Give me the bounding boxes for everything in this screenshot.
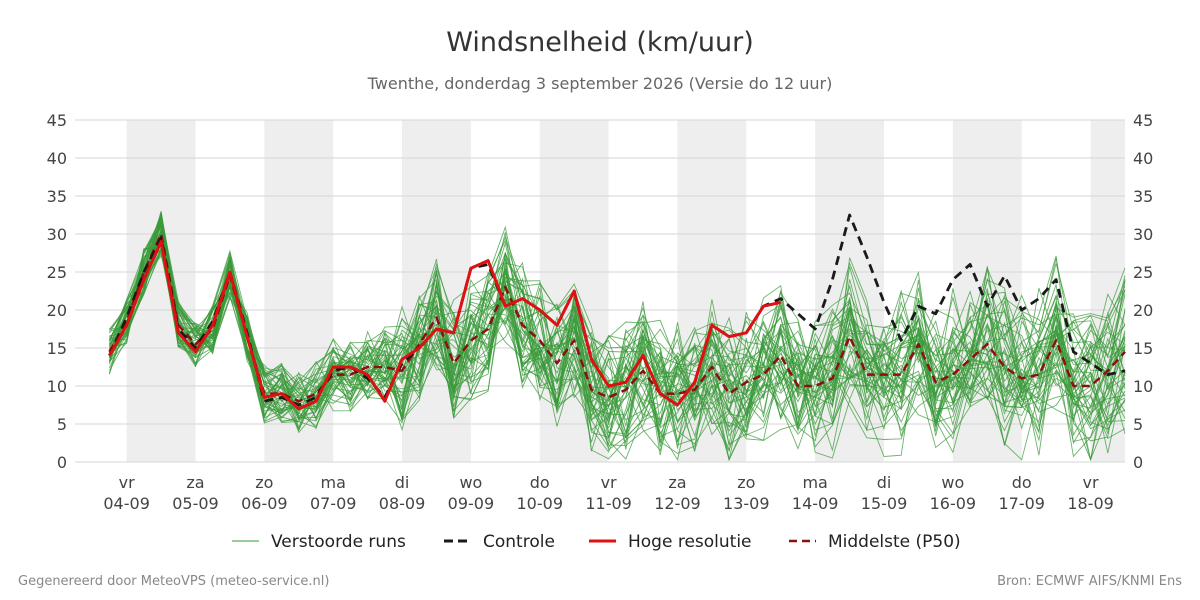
ensemble-run-33: [109, 218, 1126, 440]
ensemble-runs: [108, 210, 1126, 462]
x-tick-date-10: 14-09: [792, 494, 839, 513]
x-tick-day-7: vr: [601, 473, 617, 492]
y-tick-left-0: 0: [57, 453, 67, 472]
x-tick-date-12: 16-09: [930, 494, 977, 513]
chart-subtitle: Twenthe, donderdag 3 september 2026 (Ver…: [367, 74, 833, 93]
ensemble-run-31: [109, 225, 1126, 444]
x-tick-date-3: 07-09: [310, 494, 357, 513]
x-tick-date-5: 09-09: [448, 494, 495, 513]
y-tick-right-35: 35: [1133, 187, 1153, 206]
y-tick-left-30: 30: [47, 225, 67, 244]
y-tick-right-10: 10: [1133, 377, 1153, 396]
ensemble-run-20: [109, 216, 1126, 418]
x-tick-date-0: 04-09: [103, 494, 150, 513]
ensemble-run-37: [109, 223, 1126, 449]
x-tick-date-14: 18-09: [1067, 494, 1114, 513]
y-tick-left-45: 45: [47, 111, 67, 130]
series-controle: [108, 213, 1126, 407]
ensemble-run-35: [109, 229, 1126, 439]
x-tick-date-9: 13-09: [723, 494, 770, 513]
y-tick-left-10: 10: [47, 377, 67, 396]
ensemble-run-18: [108, 227, 1126, 442]
y-tick-right-5: 5: [1133, 415, 1143, 434]
y-tick-right-45: 45: [1133, 111, 1153, 130]
x-tick-labels: vr 04-09 za 05-09 zo 06-09 ma 07-09 di 08-09 wo 09-…: [103, 473, 1113, 513]
x-tick-date-6: 10-09: [517, 494, 564, 513]
x-tick-date-7: 11-09: [585, 494, 632, 513]
legend-label-3: Middelste (P50): [828, 532, 961, 552]
legend: Verstoorde runs Controle Hoge resolutie Mid…: [232, 532, 961, 552]
y-tick-right-40: 40: [1133, 149, 1153, 168]
ensemble-run-34: [109, 247, 1126, 420]
main-series: [108, 213, 1126, 411]
x-tick-day-14: vr: [1083, 473, 1099, 492]
x-tick-day-11: di: [877, 473, 892, 492]
x-tick-day-1: za: [186, 473, 204, 492]
x-tick-day-4: di: [395, 473, 410, 492]
y-tick-left-20: 20: [47, 301, 67, 320]
y-tick-labels: 0 0 5 5 10 10 15 15 20 20 25 25 30 30 35 35 40 40 45 45: [47, 111, 1154, 472]
ensemble-run-15: [108, 255, 1126, 437]
x-tick-date-1: 05-09: [172, 494, 219, 513]
x-tick-day-6: do: [530, 473, 550, 492]
x-tick-day-12: wo: [941, 473, 964, 492]
y-tick-left-5: 5: [57, 415, 67, 434]
x-tick-day-5: wo: [459, 473, 482, 492]
x-tick-day-2: zo: [255, 473, 273, 492]
shade-day-14: [1090, 120, 1125, 462]
y-tick-right-0: 0: [1133, 453, 1143, 472]
y-tick-left-15: 15: [47, 339, 67, 358]
y-tick-left-25: 25: [47, 263, 67, 282]
shade-day-10: [815, 120, 885, 462]
legend-label-0: Verstoorde runs: [271, 532, 406, 552]
ensemble-run-50: [108, 238, 1126, 428]
x-tick-date-11: 15-09: [861, 494, 908, 513]
x-tick-day-8: za: [668, 473, 686, 492]
series-hoge-resolutie: [108, 240, 782, 411]
x-tick-day-13: do: [1012, 473, 1032, 492]
ensemble-run-38: [108, 236, 1126, 421]
ensemble-run-36: [109, 231, 1126, 430]
x-tick-date-4: 08-09: [379, 494, 426, 513]
legend-label-2: Hoge resolutie: [628, 532, 752, 552]
chart-title: Windsnelheid (km/uur): [446, 27, 754, 58]
footer-right: Bron: ECMWF AIFS/KNMI Ens: [997, 574, 1182, 589]
y-tick-right-25: 25: [1133, 263, 1153, 282]
series-middelste-p50-: [108, 232, 1126, 403]
x-tick-date-13: 17-09: [998, 494, 1045, 513]
ensemble-run-44: [109, 212, 1126, 456]
ensemble-run-46: [108, 230, 1126, 460]
ensemble-run-48: [109, 212, 1126, 449]
y-tick-left-40: 40: [47, 149, 67, 168]
y-tick-right-20: 20: [1133, 301, 1153, 320]
ensemble-run-43: [108, 212, 1126, 419]
x-tick-day-3: ma: [321, 473, 346, 492]
x-tick-day-0: vr: [119, 473, 135, 492]
footer-left: Gegenereerd door MeteoVPS (meteo-service…: [18, 574, 329, 589]
y-tick-right-15: 15: [1133, 339, 1153, 358]
legend-label-1: Controle: [483, 532, 555, 552]
y-tick-left-35: 35: [47, 187, 67, 206]
x-tick-date-8: 12-09: [654, 494, 701, 513]
ensemble-run-41: [108, 247, 1126, 458]
y-tick-right-30: 30: [1133, 225, 1153, 244]
ensemble-run-22: [109, 245, 1126, 414]
x-tick-day-10: ma: [802, 473, 827, 492]
x-tick-day-9: zo: [737, 473, 755, 492]
x-tick-date-2: 06-09: [241, 494, 288, 513]
